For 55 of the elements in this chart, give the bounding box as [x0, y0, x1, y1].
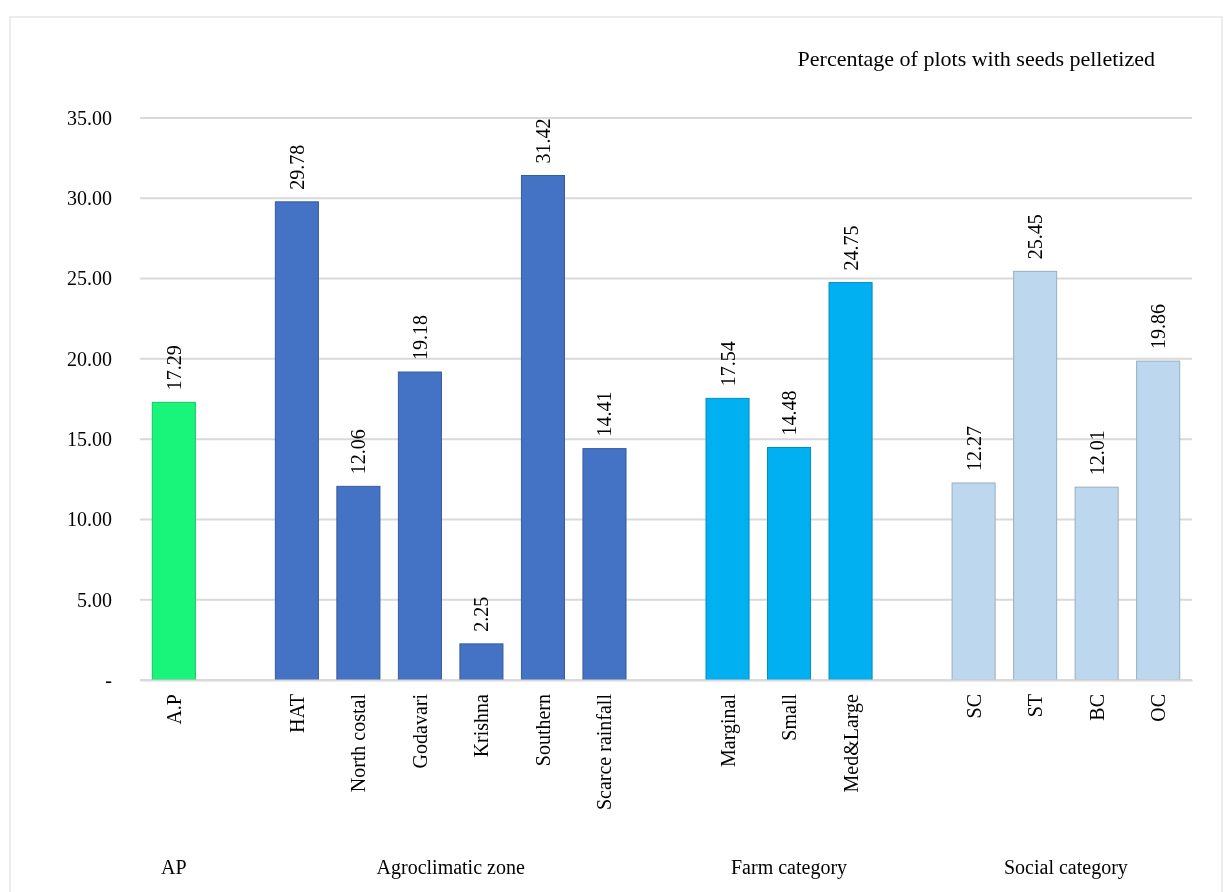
data-label: 17.54 [716, 341, 739, 387]
y-tick-label: 20.00 [67, 347, 112, 370]
x-tick-label: ST [1024, 694, 1047, 718]
data-label: 19.86 [1147, 304, 1170, 350]
bar [459, 643, 504, 681]
x-tick-label: Marginal [716, 693, 740, 767]
data-label: 12.06 [347, 429, 370, 475]
bar [951, 482, 996, 681]
x-tick-label: North costal [347, 693, 370, 793]
data-label: 19.18 [408, 315, 431, 361]
data-label: 12.01 [1085, 430, 1108, 476]
y-tick-label: - [105, 668, 112, 691]
x-tick-label: Godavari [408, 693, 431, 769]
y-tick-label: 10.00 [67, 508, 112, 531]
bar [1136, 360, 1181, 681]
y-tick-label: 15.00 [67, 428, 112, 451]
data-label: 12.27 [962, 425, 985, 471]
bar [520, 174, 565, 681]
y-tick-label: 30.00 [67, 187, 112, 210]
x-tick-label: BC [1085, 694, 1108, 721]
x-tick-label: HAT [285, 694, 308, 733]
data-label: 14.48 [778, 390, 801, 436]
y-tick-label: 35.00 [67, 106, 112, 129]
bar [274, 201, 319, 681]
bar [582, 448, 627, 681]
data-label: 31.42 [531, 118, 554, 164]
bar [1013, 270, 1058, 681]
bar [151, 401, 196, 681]
data-label: 24.75 [839, 225, 862, 271]
text: Agroclimatic zone [376, 856, 525, 879]
x-tick-label: Scarce rainfall [593, 693, 616, 811]
y-tick-label: 5.00 [77, 588, 112, 611]
x-tick-label: SC [962, 694, 985, 719]
data-label: 25.45 [1024, 214, 1047, 260]
bar [336, 485, 381, 681]
y-tick-label: 25.00 [67, 267, 112, 290]
bar [397, 371, 442, 681]
text: Farm category [731, 856, 848, 879]
data-label: 14.41 [593, 391, 616, 437]
x-tick-label: Southern [531, 694, 554, 767]
x-tick-label: Small [778, 693, 801, 741]
x-tick-label: A.P [162, 694, 185, 725]
chart-title: Percentage of plots with seeds pelletized [797, 46, 1155, 71]
bar [1074, 486, 1119, 681]
x-tick-label: OC [1147, 694, 1170, 722]
bar [828, 282, 873, 681]
text: AP [161, 856, 187, 878]
bar [705, 397, 750, 681]
x-tick-label: Med&Large [839, 693, 863, 793]
data-label: 17.29 [162, 345, 185, 391]
data-label: 29.78 [285, 144, 308, 190]
x-tick-label: Krishna [470, 693, 493, 758]
data-label: 2.25 [470, 596, 493, 632]
text: Social category [1003, 856, 1128, 879]
bar [767, 446, 812, 681]
